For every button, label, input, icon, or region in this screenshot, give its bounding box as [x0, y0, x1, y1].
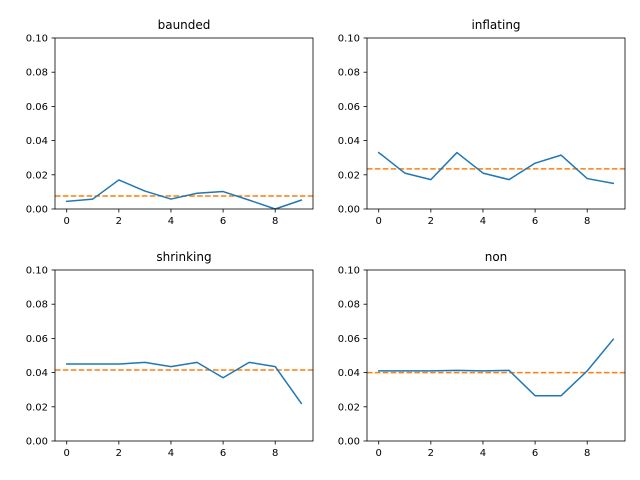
x-tick-label: 0: [376, 216, 382, 227]
y-tick-label: 0.02: [26, 402, 48, 413]
y-tick-label: 0.04: [338, 368, 360, 379]
x-tick-label: 4: [168, 448, 174, 459]
y-tick-label: 0.08: [26, 300, 48, 311]
x-tick-label: 4: [480, 216, 486, 227]
y-tick-label: 0.02: [26, 170, 48, 181]
x-tick-label: 2: [116, 448, 122, 459]
x-tick-label: 6: [532, 216, 538, 227]
y-tick-label: 0.00: [26, 205, 48, 216]
series-line-0: [65, 361, 303, 405]
x-tick-label: 6: [220, 448, 226, 459]
x-tick-label: 2: [428, 448, 434, 459]
plot-frame: [366, 269, 626, 442]
x-tick-label: 0: [64, 216, 70, 227]
x-tick-label: 4: [480, 448, 486, 459]
x-tick-label: 6: [220, 216, 226, 227]
series-line-0: [65, 179, 303, 210]
y-tick-label: 0.02: [338, 402, 360, 413]
y-tick-label: 0.00: [26, 437, 48, 448]
chart-title: non: [485, 250, 508, 264]
chart-panel-2: shrinking 0.00 0.02 0.04 0.06 0.08 0.10 0 2 4 6 8: [26, 250, 314, 459]
y-tick-label: 0.02: [338, 170, 360, 181]
x-tick-label: 2: [116, 216, 122, 227]
chart-title: inflating: [471, 18, 520, 32]
x-tick-label: 0: [64, 448, 70, 459]
plot-frame: [54, 37, 314, 210]
x-tick-label: 8: [584, 216, 590, 227]
y-tick-label: 0.06: [26, 334, 48, 345]
x-tick-label: 8: [272, 216, 278, 227]
x-tick-label: 4: [168, 216, 174, 227]
y-tick-label: 0.06: [338, 102, 360, 113]
y-tick-label: 0.10: [26, 266, 48, 277]
y-tick-label: 0.04: [26, 368, 48, 379]
x-tick-label: 0: [376, 448, 382, 459]
y-tick-label: 0.04: [26, 136, 48, 147]
series-line-0: [377, 338, 615, 397]
chart-panel-3: non 0.00 0.02 0.04 0.06 0.08 0.10 0 2 4 6 8: [338, 250, 626, 459]
y-tick-label: 0.08: [338, 300, 360, 311]
chart-title: baunded: [158, 18, 211, 32]
plot-frame: [366, 37, 626, 210]
y-tick-label: 0.10: [338, 34, 360, 45]
chart-panel-1: inflating 0.00 0.02 0.04 0.06 0.08 0.10 0 2 4 6 8: [338, 18, 626, 227]
x-tick-label: 2: [428, 216, 434, 227]
y-tick-label: 0.04: [338, 136, 360, 147]
y-tick-label: 0.10: [338, 266, 360, 277]
y-tick-label: 0.06: [338, 334, 360, 345]
chart-title: shrinking: [156, 250, 211, 264]
series-line-0: [377, 151, 615, 185]
y-tick-label: 0.00: [338, 205, 360, 216]
y-tick-label: 0.00: [338, 437, 360, 448]
x-tick-label: 8: [584, 448, 590, 459]
y-tick-label: 0.08: [26, 68, 48, 79]
y-tick-label: 0.10: [26, 34, 48, 45]
y-tick-label: 0.08: [338, 68, 360, 79]
y-tick-label: 0.06: [26, 102, 48, 113]
chart-panel-0: baunded 0.00 0.02 0.04 0.06 0.08 0.10 0 2 4 6 8: [26, 18, 314, 227]
plot-frame: [54, 269, 314, 442]
x-tick-label: 8: [272, 448, 278, 459]
x-tick-label: 6: [532, 448, 538, 459]
